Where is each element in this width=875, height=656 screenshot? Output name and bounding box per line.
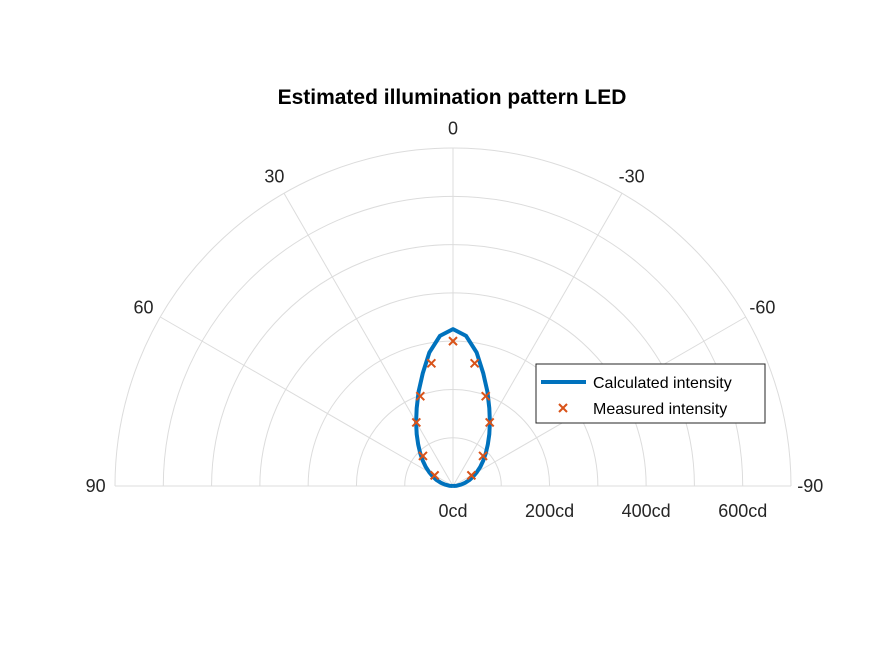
angular-grid-spoke <box>283 193 454 487</box>
theta-tick-label: 60 <box>134 297 154 317</box>
data-point-measured-intensity <box>418 451 428 461</box>
series-layer <box>411 327 495 488</box>
r-tick-label: 400cd <box>622 501 671 521</box>
legend: Calculated intensity Measured intensity <box>535 363 766 424</box>
legend-label-measured: Measured intensity <box>593 401 727 418</box>
theta-tick-label: 90 <box>86 476 106 496</box>
data-point-measured-intensity <box>415 391 426 401</box>
angular-grid-spoke <box>452 193 623 487</box>
angular-grid-spoke <box>160 316 454 487</box>
data-point-measured-intensity <box>429 470 440 481</box>
series-line-calculated-intensity <box>414 327 492 488</box>
data-point-measured-intensity <box>480 391 491 401</box>
r-tick-label: 0cd <box>438 501 467 521</box>
data-point-measured-intensity <box>411 417 422 428</box>
data-point-measured-intensity <box>478 451 488 461</box>
tick-labels: 0 30 -30 60 -60 90 -90 0cd 200cd 400cd 600cd <box>86 119 824 521</box>
data-point-measured-intensity <box>484 417 495 428</box>
data-point-measured-intensity <box>469 358 480 369</box>
chart-title: Estimated illumination pattern LED <box>278 86 627 109</box>
legend-label-calculated: Calculated intensity <box>593 375 732 392</box>
r-tick-label: 200cd <box>525 501 574 521</box>
data-point-measured-intensity <box>448 336 458 346</box>
theta-tick-label: -60 <box>749 297 775 317</box>
r-tick-label: 600cd <box>718 501 767 521</box>
theta-tick-label: 0 <box>448 119 458 139</box>
data-point-measured-intensity <box>426 358 437 369</box>
data-point-measured-intensity <box>466 470 477 481</box>
theta-tick-label: -30 <box>619 167 645 187</box>
legend-marker-swatch <box>558 403 568 413</box>
theta-tick-label: -90 <box>797 476 823 496</box>
theta-tick-label: 30 <box>264 167 284 187</box>
legend-box <box>535 363 766 424</box>
polar-grid <box>114 147 792 487</box>
